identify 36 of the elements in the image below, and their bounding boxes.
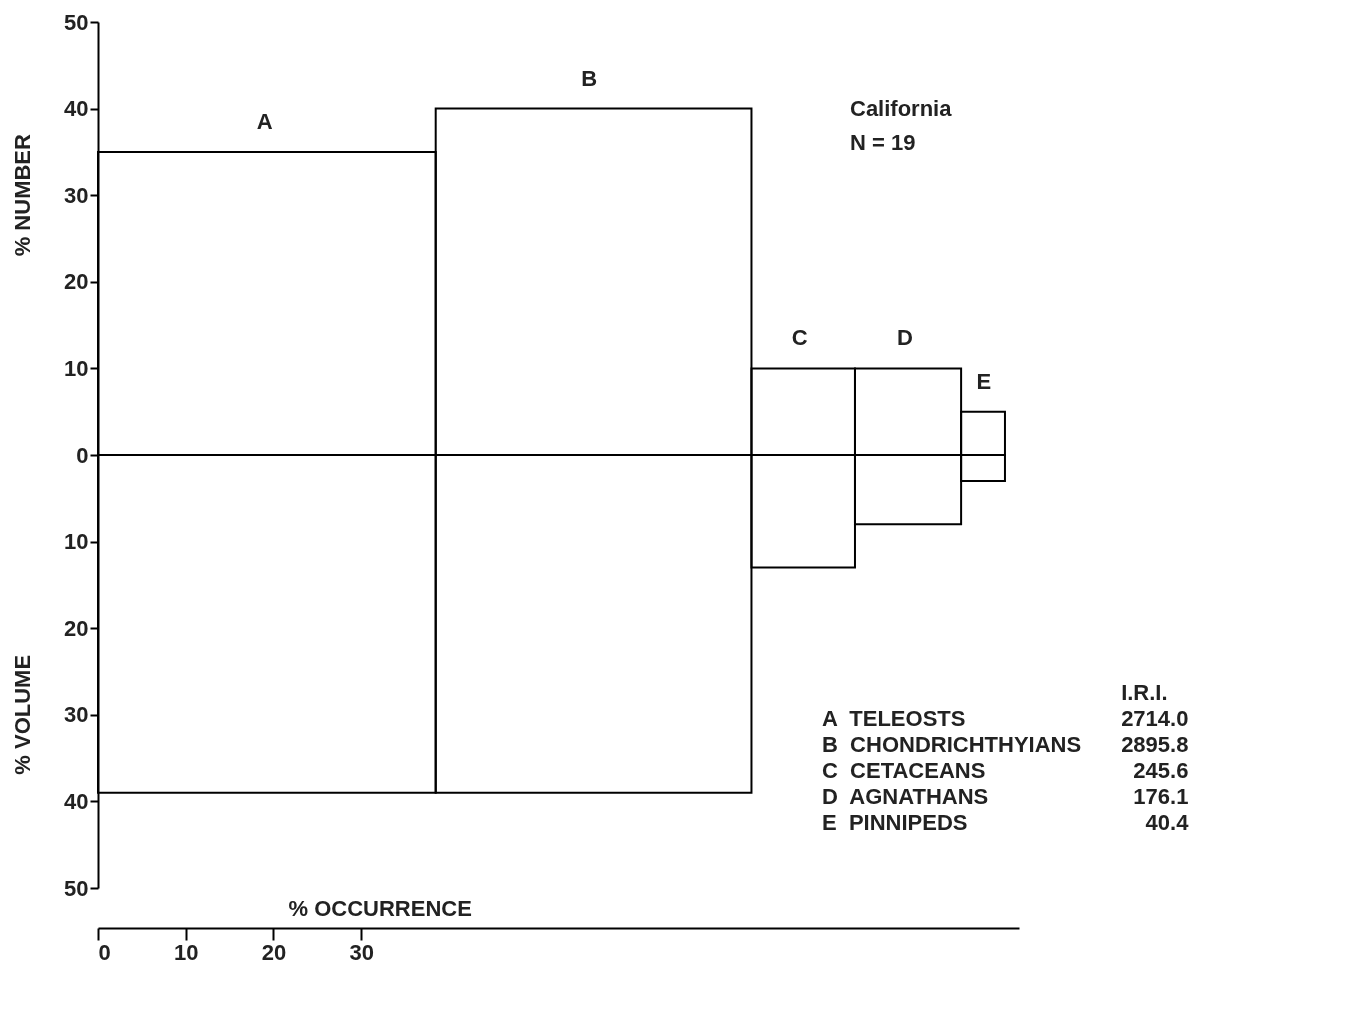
y-tick-label: 0 bbox=[76, 442, 89, 468]
y-tick-label: 10 bbox=[64, 529, 89, 555]
annotation: California bbox=[850, 95, 952, 123]
x-tick-label: 0 bbox=[98, 939, 111, 965]
x-tick-label: 20 bbox=[261, 939, 287, 965]
y-tick-label: 50 bbox=[64, 875, 89, 901]
y-tick-label: 10 bbox=[64, 355, 89, 381]
annotation: N = 19 bbox=[850, 129, 917, 157]
annotation: D AGNATHANS bbox=[822, 784, 990, 810]
annotation: D bbox=[897, 325, 913, 351]
x-axis-title: % OCCURRENCE bbox=[288, 895, 472, 921]
x-tick-label: 10 bbox=[173, 939, 199, 965]
y-tick-label: 40 bbox=[64, 788, 89, 814]
text: I.R.I. bbox=[1120, 680, 1169, 706]
y-tick-label: 30 bbox=[64, 702, 89, 728]
annotation: B bbox=[581, 65, 598, 91]
annotation: C CETACEANS bbox=[822, 758, 987, 784]
annotation: E bbox=[976, 368, 992, 394]
annotation: E PINNIPEDS bbox=[822, 810, 969, 836]
y-tick-label: 50 bbox=[64, 9, 89, 35]
x-tick-label: 30 bbox=[349, 939, 374, 965]
annotation: B CHONDRICHTHYIANS bbox=[822, 732, 1082, 758]
text: 2714.0 bbox=[1120, 706, 1189, 732]
text: % NUMBER bbox=[10, 133, 35, 257]
text: 176.1 bbox=[1132, 784, 1189, 810]
text: 245.6 bbox=[1132, 758, 1189, 784]
text: 40.4 bbox=[1144, 810, 1189, 836]
y-tick-label: 30 bbox=[64, 182, 89, 208]
text: 2895.8 bbox=[1120, 732, 1189, 758]
annotation: A TELEOSTS bbox=[822, 706, 967, 732]
text: % VOLUME bbox=[10, 654, 35, 775]
y-tick-label: 20 bbox=[64, 269, 89, 295]
annotation: C bbox=[791, 325, 808, 351]
annotation: A bbox=[256, 108, 273, 134]
y-tick-label: 20 bbox=[64, 615, 89, 641]
y-tick-label: 40 bbox=[64, 96, 89, 122]
